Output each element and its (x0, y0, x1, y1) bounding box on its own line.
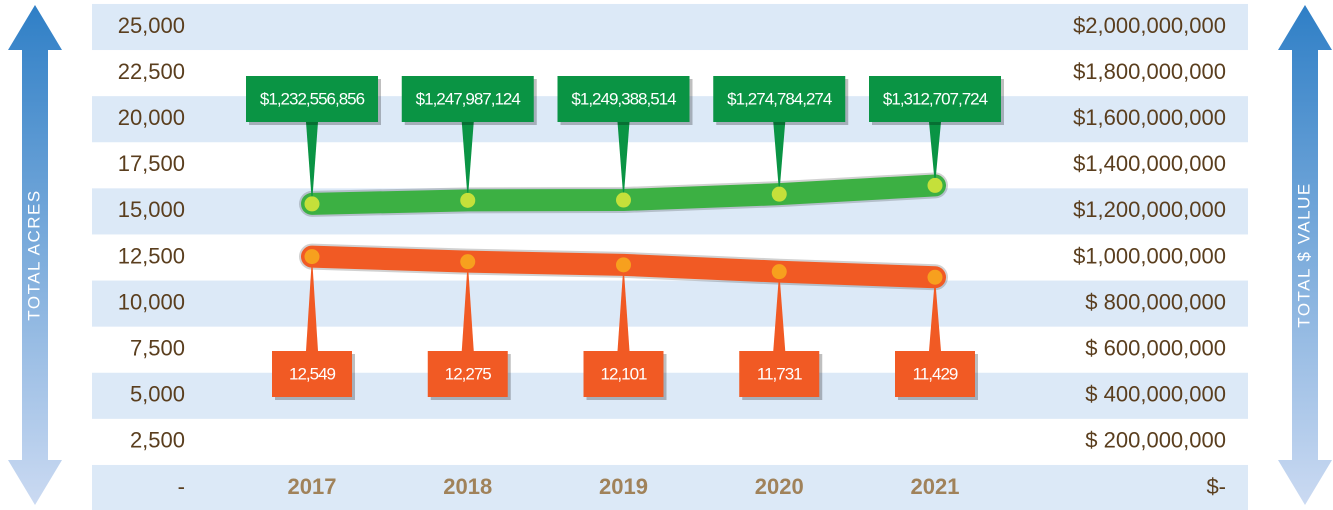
value-label: 11,731 (757, 364, 802, 383)
y2-tick-label: $1,800,000,000 (1073, 59, 1226, 84)
y-tick-label: - (178, 474, 185, 499)
point (771, 186, 787, 202)
y-tick-label: 17,500 (118, 151, 185, 176)
y2-tick-label: $ 800,000,000 (1085, 289, 1226, 314)
point (927, 269, 943, 285)
label-pointer (617, 122, 630, 201)
point (304, 249, 320, 265)
label-pointer (773, 122, 786, 195)
y-tick-label: 15,000 (118, 197, 185, 222)
y-tick-label: 20,000 (118, 105, 185, 130)
grid-band (92, 464, 1248, 510)
point (460, 254, 476, 270)
y2-tick-label: $ 400,000,000 (1085, 382, 1226, 407)
label-box (427, 351, 508, 397)
x-tick-label: 2018 (443, 474, 492, 499)
label-box (557, 76, 690, 122)
label-pointer (929, 122, 941, 186)
x-tick-label: 2021 (911, 474, 960, 499)
grid-band (92, 3, 1248, 51)
x-tick-label: 2019 (599, 474, 648, 499)
value-label: 12,101 (601, 364, 648, 383)
value-label: 11,429 (913, 364, 958, 383)
label-pointer (306, 122, 318, 204)
label-pointer (929, 277, 941, 351)
label-box (739, 351, 820, 397)
value-label: $1,249,388,514 (571, 89, 676, 108)
left-arrow: TOTAL ACRES (8, 5, 62, 505)
y-tick-label: 10,000 (118, 289, 185, 314)
value-label: 12,275 (445, 364, 492, 383)
label-box (869, 76, 1001, 122)
label-pointer (461, 261, 474, 351)
grid-band (92, 280, 1248, 327)
label-pointer (773, 271, 786, 351)
y-tick-label: 5,000 (130, 382, 185, 407)
value-label: $1,247,987,124 (416, 89, 521, 108)
y-tick-label: 2,500 (130, 428, 185, 453)
label-box (272, 351, 352, 397)
label-box (895, 351, 975, 397)
y2-tick-label: $2,000,000,000 (1073, 13, 1226, 38)
right-arrow: TOTAL $ VALUE (1278, 5, 1332, 505)
y2-tick-label: $1,600,000,000 (1073, 105, 1226, 130)
y2-tick-label: $1,200,000,000 (1073, 197, 1226, 222)
y2-tick-label: $ 600,000,000 (1085, 336, 1226, 361)
plot: - 2,500 5,000 7,500 10,000 12,500 15,000 17,500… (118, 13, 1226, 499)
label-box (583, 351, 664, 397)
y2-tick-label: $1,000,000,000 (1073, 243, 1226, 268)
y-tick-label: 7,500 (130, 336, 185, 361)
value-label: $1,232,556,856 (260, 89, 365, 108)
x-tick-label: 2020 (755, 474, 804, 499)
label-pointer (306, 256, 318, 351)
point (616, 257, 631, 273)
y2-axis-label: TOTAL $ VALUE (1294, 182, 1313, 327)
value-label: $1,312,707,724 (883, 89, 988, 108)
point (771, 264, 787, 280)
point (460, 192, 476, 208)
label-pointer (617, 264, 630, 351)
value-label: $1,274,784,274 (727, 89, 832, 108)
point (616, 192, 631, 208)
value-label: 12,549 (289, 364, 336, 383)
y2-tick-label: $1,400,000,000 (1073, 151, 1226, 176)
y-axis-label: TOTAL ACRES (24, 189, 43, 320)
label-box (713, 76, 846, 122)
point (927, 177, 943, 193)
y-tick-label: 25,000 (118, 13, 185, 38)
grid-band (92, 372, 1248, 419)
label-pointer (461, 122, 474, 201)
label-box (401, 76, 534, 122)
point (304, 196, 320, 212)
y-tick-label: 12,500 (118, 243, 185, 268)
y2-tick-label: $ 200,000,000 (1085, 428, 1226, 453)
label-box (246, 76, 378, 122)
x-tick-label: 2017 (288, 474, 337, 499)
y-tick-label: 22,500 (118, 59, 185, 84)
y2-tick-label: $- (1206, 474, 1226, 499)
